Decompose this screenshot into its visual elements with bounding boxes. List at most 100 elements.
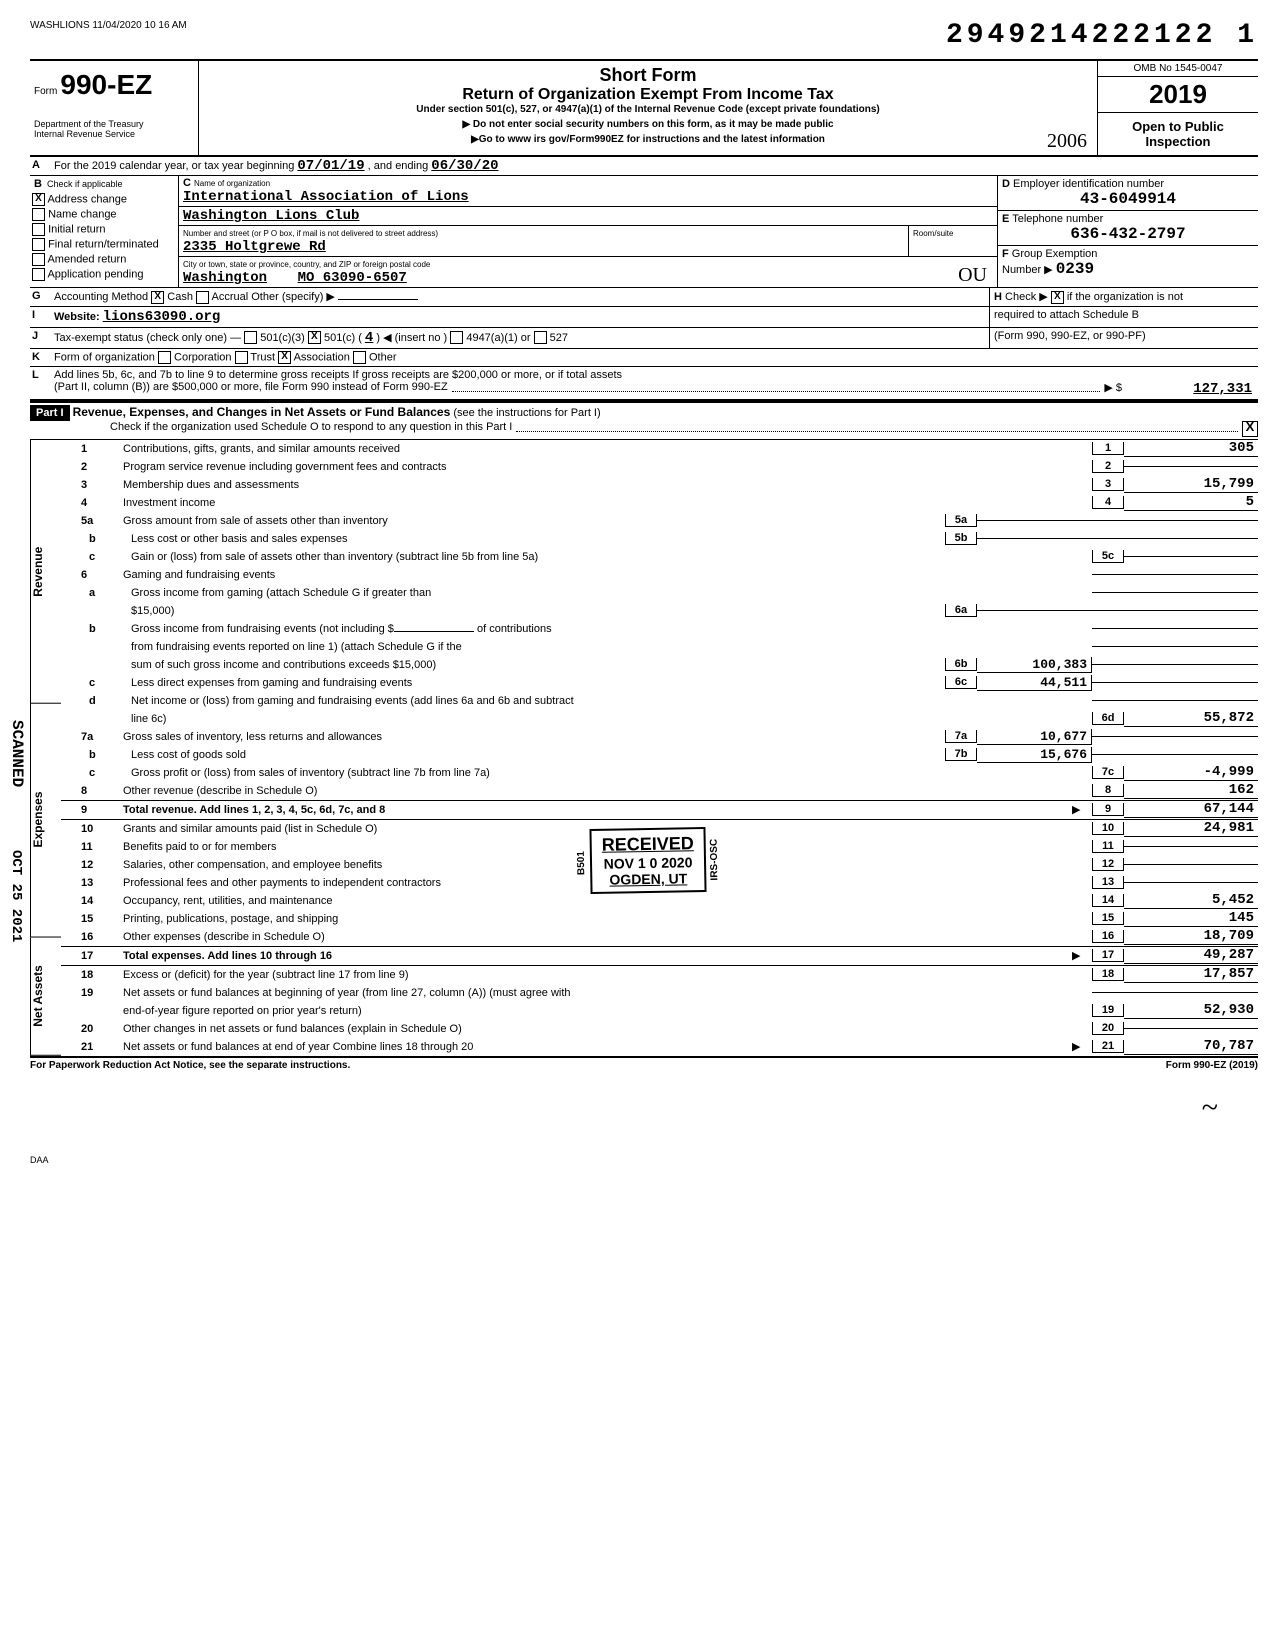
other-method-field[interactable] [338,299,418,300]
shade [1124,700,1258,701]
num-7a: 7a [61,731,121,743]
num-12: 12 [61,859,121,871]
num-6b: b [61,623,129,635]
checkbox-address-change[interactable]: X [32,193,45,206]
form-header: Form 990-EZ Department of the Treasury I… [30,59,1258,157]
opt-name-change: Name change [48,208,117,220]
checkbox-app-pending[interactable] [32,268,45,281]
desc-6b-3: sum of such gross income and contributio… [129,658,945,672]
phone-label: Telephone number [1012,213,1103,225]
opt-501c-suffix: ) ◀ (insert no ) [376,332,447,344]
section-expenses: Expenses [30,703,61,938]
num-13: 13 [61,877,121,889]
checkbox-cash[interactable]: X [151,291,164,304]
desc-14: Occupancy, rent, utilities, and maintena… [121,894,1092,908]
val-5a [977,520,1092,521]
opt-4947: 4947(a)(1) or [466,332,530,344]
val-12 [1124,864,1258,865]
desc-6a-2: $15,000) [129,604,945,618]
opt-initial-return: Initial return [48,223,105,235]
shade [1092,628,1124,629]
shade [1124,610,1258,611]
box-16: 16 [1092,930,1124,943]
checkbox-name-change[interactable] [32,208,45,221]
val-5b [977,538,1092,539]
checkbox-4947[interactable] [450,331,463,344]
num-2: 2 [61,461,121,473]
opt-accrual: Accrual [212,291,249,303]
checkbox-trust[interactable] [235,351,248,364]
opt-cash: Cash [167,291,193,303]
open-public: Open to Public [1132,119,1224,134]
box-5a: 5a [945,514,977,527]
checkbox-sched-b[interactable]: X [1051,291,1064,304]
box-21: 21 [1092,1040,1124,1053]
checkbox-501c3[interactable] [244,331,257,344]
instr-ssn: ▶ Do not enter social security numbers o… [207,119,1089,130]
val-16: 18,709 [1124,928,1258,945]
num-5a: 5a [61,515,121,527]
ein-value: 43-6049914 [1002,190,1254,208]
shade [1124,646,1258,647]
number-label: Number ▶ [1002,264,1053,276]
opt-address-change: Address change [47,193,127,205]
val-3: 15,799 [1124,476,1258,493]
phone-value: 636-432-2797 [1002,225,1254,243]
val-7c: -4,999 [1124,764,1258,781]
shade [1092,592,1124,593]
label-c: C [183,177,191,189]
part1-label: Part I [30,405,70,421]
period-begin: 07/01/19 [297,158,364,174]
shade [1092,574,1124,575]
desc-9: Total revenue. Add lines 1, 2, 3, 4, 5c,… [123,804,385,816]
val-9: 67,144 [1124,801,1258,818]
num-11: 11 [61,841,121,853]
scanned-stamp: SCANNED [8,720,26,787]
handwritten-ou: OU [958,264,987,287]
stamp-date: NOV 1 0 2020 [602,854,694,872]
checkbox-501c[interactable]: X [308,331,321,344]
stamp-side2: IRS-OSC [709,838,721,880]
checkbox-schedule-o[interactable]: X [1242,421,1258,437]
stamp-office: OGDEN, UT [602,870,694,888]
num-16: 16 [61,931,121,943]
shade [1124,520,1258,521]
num-5c: c [61,551,129,563]
num-10: 10 [61,823,121,835]
checkbox-assoc[interactable]: X [278,351,291,364]
box-9: 9 [1092,803,1124,816]
checkbox-amended-return[interactable] [32,253,45,266]
form-number: 990-EZ [60,69,152,100]
accounting-method-label: Accounting Method [54,291,148,303]
checkbox-initial-return[interactable] [32,223,45,236]
checkbox-527[interactable] [534,331,547,344]
h-text2: if the organization is not [1067,291,1183,303]
box-17: 17 [1092,949,1124,962]
label-j: J [30,328,52,348]
val-2 [1124,466,1258,467]
checkbox-corp[interactable] [158,351,171,364]
city-label: City or town, state or province, country… [183,260,430,269]
line-l-text1: Add lines 5b, 6c, and 7b to line 9 to de… [54,369,1256,381]
checkbox-other-org[interactable] [353,351,366,364]
desc-17: Total expenses. Add lines 10 through 16 [123,950,332,962]
contrib-field[interactable] [394,631,474,632]
val-18: 17,857 [1124,966,1258,983]
val-7b: 15,676 [977,747,1092,763]
title-main: Return of Organization Exempt From Incom… [207,86,1089,104]
form-org-label: Form of organization [54,351,155,363]
checkbox-final-return[interactable] [32,238,45,251]
checkbox-accrual[interactable] [196,291,209,304]
daa-label: DAA [30,1155,1258,1165]
box-10: 10 [1092,822,1124,835]
desc-6: Gaming and fundraising events [121,568,1092,582]
val-6d: 55,872 [1124,710,1258,727]
box-3: 3 [1092,478,1124,491]
box-7c: 7c [1092,766,1124,779]
val-8: 162 [1124,782,1258,799]
room-label: Room/suite [913,229,953,238]
box-5b: 5b [945,532,977,545]
street-address: 2335 Holtgrewe Rd [183,239,326,255]
dept-irs: Internal Revenue Service [34,129,194,139]
shade [1124,574,1258,575]
